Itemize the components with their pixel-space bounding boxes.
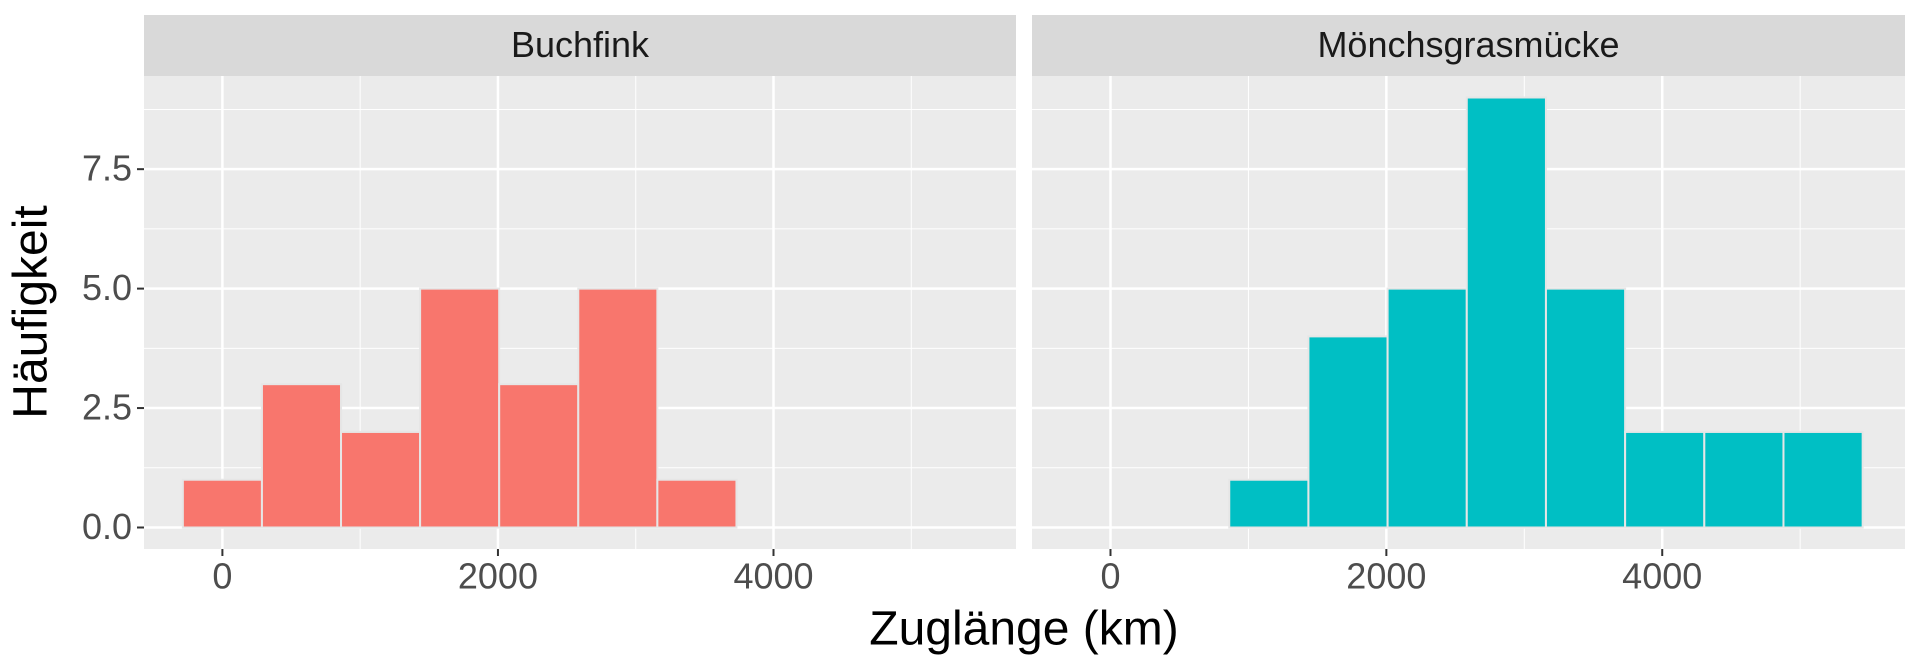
bar <box>260 383 343 529</box>
bar <box>656 478 738 529</box>
bar <box>1703 430 1785 529</box>
strip <box>144 15 1016 76</box>
x-axis-title: Zuglänge (km) <box>869 603 1178 656</box>
bar <box>1228 478 1310 529</box>
x-tick-label: 4000 <box>1622 556 1702 597</box>
x-tick-label: 2000 <box>1346 556 1426 597</box>
bar <box>577 287 659 529</box>
strip-title: Buchfink <box>511 24 650 65</box>
y-tick-label: 0.0 <box>82 506 132 547</box>
bar <box>1465 96 1547 529</box>
bar <box>1544 287 1627 529</box>
y-tick-label: 2.5 <box>82 387 132 428</box>
x-tick-label: 4000 <box>733 556 813 597</box>
x-tick-label: 2000 <box>458 556 538 597</box>
strip <box>1032 15 1905 76</box>
x-tick-label: 0 <box>212 556 232 597</box>
y-axis-title: Häufigkeit <box>5 205 58 418</box>
bar <box>498 383 580 529</box>
x-tick-label: 0 <box>1100 556 1120 597</box>
bar <box>340 430 422 529</box>
bar <box>1624 430 1706 529</box>
y-tick-label: 7.5 <box>82 148 132 189</box>
strip-title: Mönchsgrasmücke <box>1317 24 1619 65</box>
bar <box>181 478 263 529</box>
bar <box>419 287 501 529</box>
bar <box>1782 430 1864 529</box>
y-tick-label: 5.0 <box>82 267 132 308</box>
bar <box>1386 287 1468 529</box>
bar <box>1307 335 1389 529</box>
